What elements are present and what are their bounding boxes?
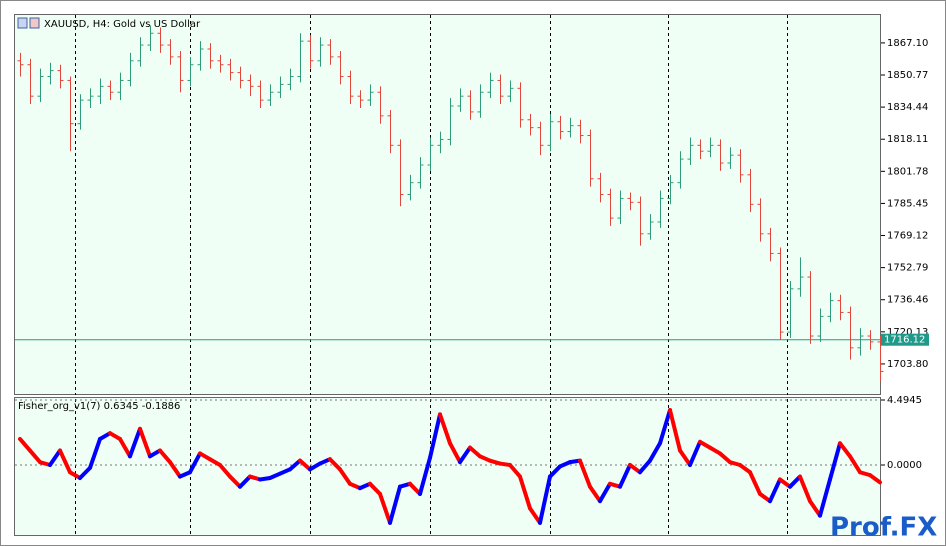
indicator-segment [418,455,432,496]
y-tick-label: 0.0000 [887,460,922,471]
indicator-segment [528,506,542,525]
indicator-segment [438,412,452,446]
indicator-segment [778,477,792,489]
indicator-segment [48,448,62,468]
indicator-segment [118,436,132,459]
indicator-segment [748,470,762,496]
y-tick-label: 1850.77 [887,70,928,81]
y-tick-label: 1720.13 [887,327,928,338]
indicator-segment [668,408,682,453]
indicator-segment [448,441,462,465]
indicator-segment [58,448,72,475]
indicator-segment [408,481,422,496]
indicator-segment [378,491,392,525]
indicator-segment [618,463,632,489]
indicator-segment [78,465,92,481]
indicator-segment [428,412,442,460]
indicator-segment [518,474,532,511]
indicator-segment [638,458,652,475]
indicator-segment [88,436,102,470]
indicator-segment [808,499,822,518]
indicator-segment [848,454,862,475]
indicator-segment [578,458,592,489]
indicator-segment [28,448,42,465]
indicator-segment [588,484,602,504]
y-tick-label: 1785.45 [887,198,928,209]
indicator-segment [168,460,182,479]
indicator-segment [718,451,732,465]
indicator-segment [758,491,772,504]
indicator-segment [508,463,522,479]
indicator-segment [628,463,642,475]
y-tick-label: 1736.46 [887,295,928,306]
indicator-segment [328,457,342,472]
indicator-segment [658,408,672,446]
y-tick-label: 1703.80 [887,359,928,370]
y-tick-label: 1801.78 [887,166,928,177]
indicator-segment [788,474,802,489]
indicator-segment [798,474,812,504]
indicator-segment [238,474,252,489]
indicator-segment [458,445,472,465]
y-tick-label: 1769.12 [887,231,928,242]
price-window [14,14,881,395]
indicator-segment [548,464,562,479]
indicator-segment [128,426,142,459]
indicator-segment [738,463,752,475]
current-price-box [881,333,929,346]
indicator-segment [828,441,842,482]
indicator-segment [138,426,152,459]
indicator-segment [288,458,302,472]
indicator-segment [688,439,702,468]
y-tick-label: 1818.11 [887,134,928,145]
indicator-segment [838,441,852,459]
indicator-segment [228,474,242,489]
indicator-segment [188,451,202,475]
current-price-label: 1716.12 [884,335,925,346]
indicator-segment [678,448,692,468]
y-tick-label: 1867.10 [887,38,928,49]
indicator-segment [468,445,482,459]
indicator-segment [598,481,612,504]
indicator-segment [218,463,232,479]
indicator-segment [818,477,832,518]
indicator-segment [338,467,352,486]
indicator-window [14,397,881,536]
indicator-segment [388,484,402,525]
y-tick-label: 1752.79 [887,263,928,274]
y-tick-label: 1834.44 [887,102,928,113]
indicator-segment [18,436,32,453]
indicator-segment [868,473,882,485]
indicator-segment [648,441,662,463]
watermark: Prof.FX [830,513,937,543]
indicator-segment [368,481,382,496]
y-tick-label: 4.4945 [887,395,922,406]
chart-title: XAUUSD, H4: Gold vs US Dollar [44,19,201,30]
indicator-segment [298,458,312,472]
indicator-segment [768,477,782,504]
symbol-icon [17,17,40,29]
indicator-segment [538,474,552,525]
indicator-segment [158,448,172,465]
indicator-title: Fisher_org_v1(7) 0.6345 -0.1886 [18,401,180,412]
